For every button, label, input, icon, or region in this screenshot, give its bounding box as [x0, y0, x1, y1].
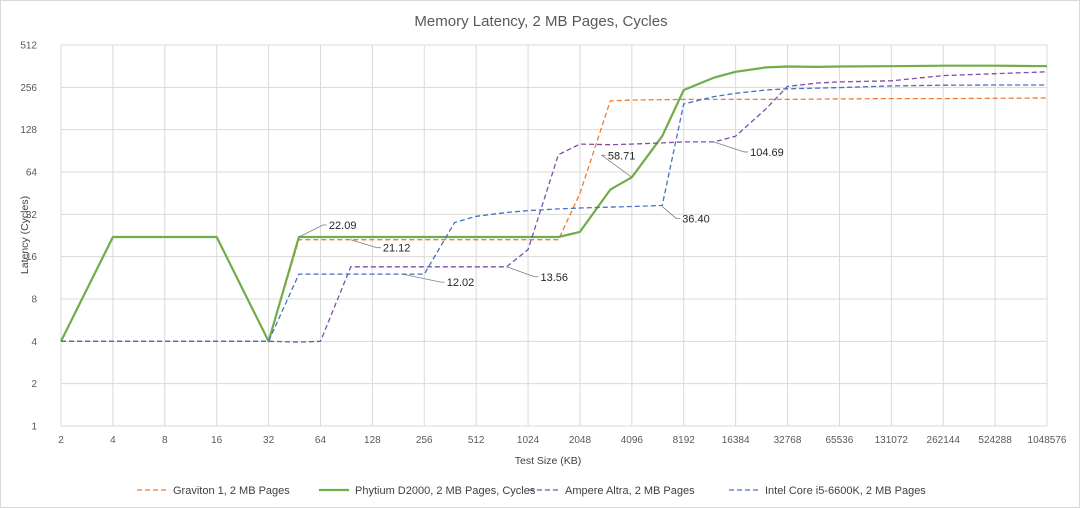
series-line-1 — [60, 64, 1048, 343]
x-tick-label: 2 — [58, 435, 64, 446]
y-tick-label: 256 — [20, 83, 37, 94]
x-tick-label: 32768 — [774, 435, 802, 446]
x-axis-title: Test Size (KB) — [515, 455, 582, 467]
series-line-0 — [61, 97, 1048, 342]
data-label-leader — [661, 206, 681, 219]
x-tick-label: 524288 — [978, 435, 1012, 446]
y-tick-label: 64 — [26, 168, 38, 179]
data-label-leader — [600, 154, 633, 178]
series-line-3 — [61, 84, 1047, 342]
y-tick-label: 2 — [31, 379, 37, 390]
data-label: 13.56 — [541, 272, 569, 284]
series-line-2 — [61, 71, 1048, 343]
data-label: 58.71 — [608, 150, 636, 162]
x-tick-label: 4096 — [621, 435, 644, 446]
y-tick-label: 4 — [31, 337, 37, 348]
x-tick-label: 256 — [416, 435, 433, 446]
x-tick-label: 1024 — [517, 435, 540, 446]
x-tick-label: 262144 — [927, 435, 961, 446]
x-tick-label: 8 — [162, 435, 168, 446]
series-lines — [60, 64, 1048, 343]
data-label-leader — [713, 141, 749, 153]
gridlines — [60, 44, 1048, 427]
legend-label: Phytium D2000, 2 MB Pages, Cycles — [355, 485, 536, 497]
data-label: 104.69 — [750, 147, 784, 159]
legend-label: Intel Core i5-6600K, 2 MB Pages — [765, 485, 926, 497]
x-tick-label: 2048 — [569, 435, 592, 446]
axes: 1 2 4 8 16 32 64 128 256 512 2 4 8 16 32 64 128 256 512 102… — [20, 41, 1067, 447]
x-tick-label: 128 — [364, 435, 381, 446]
chart-title: Memory Latency, 2 MB Pages, Cycles — [414, 13, 667, 30]
data-label: 22.09 — [329, 220, 357, 232]
data-label-leader — [350, 239, 381, 249]
x-tick-label: 8192 — [673, 435, 696, 446]
data-label: 36.40 — [682, 213, 710, 225]
x-tick-label: 16 — [211, 435, 223, 446]
y-tick-label: 8 — [31, 295, 37, 306]
data-labels: 22.09 21.12 12.02 13.56 58.71 36.40 104.69 — [298, 141, 784, 289]
y-axis-title: Latency (Cycles) — [19, 196, 31, 274]
legend-label: Graviton 1, 2 MB Pages — [173, 485, 290, 497]
y-tick-label: 128 — [20, 125, 37, 136]
legend-label: Ampere Altra, 2 MB Pages — [565, 485, 695, 497]
x-tick-label: 16384 — [722, 435, 750, 446]
x-tick-label: 512 — [468, 435, 485, 446]
y-tick-label: 1 — [31, 422, 37, 433]
y-tick-label: 32 — [26, 210, 38, 221]
x-tick-label: 64 — [315, 435, 327, 446]
data-label: 12.02 — [447, 277, 475, 289]
x-tick-label: 4 — [110, 435, 116, 446]
data-label-leader — [298, 224, 327, 238]
legend: Graviton 1, 2 MB Pages Phytium D2000, 2 M… — [137, 485, 926, 497]
data-label: 21.12 — [383, 243, 411, 255]
y-tick-label: 512 — [20, 41, 37, 52]
x-tick-label: 65536 — [826, 435, 854, 446]
y-tick-label: 16 — [26, 252, 38, 263]
data-label-leader — [402, 273, 445, 283]
x-tick-label: 32 — [263, 435, 275, 446]
data-label-leader — [506, 266, 539, 278]
x-tick-label: 1048576 — [1028, 435, 1067, 446]
x-tick-label: 131072 — [875, 435, 909, 446]
